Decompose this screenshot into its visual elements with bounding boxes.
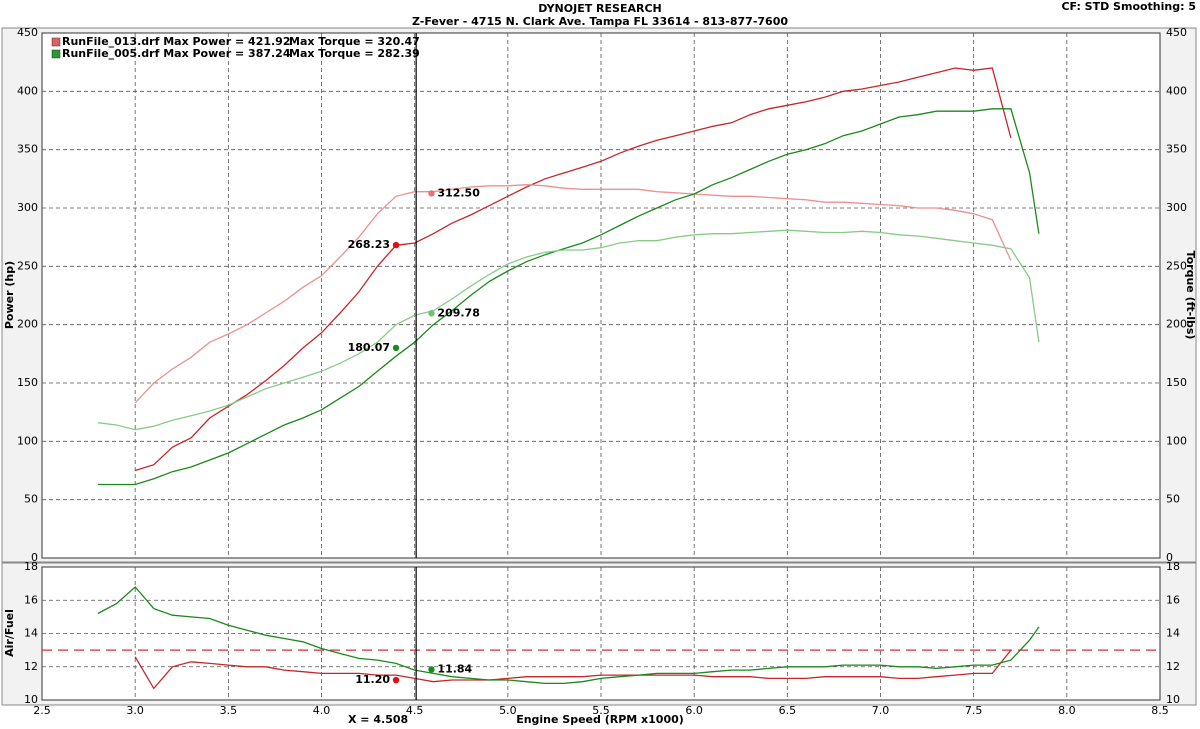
annotation-label: 180.07 <box>348 341 390 354</box>
y2-tick-label: 50 <box>1166 493 1180 506</box>
y2-tick-label: 250 <box>1166 259 1187 272</box>
annotation-dot <box>392 241 400 249</box>
title: DYNOJET RESEARCH <box>538 2 661 15</box>
y2-tick-label: 100 <box>1166 434 1187 447</box>
y-axis-label: Air/Fuel <box>3 609 16 657</box>
x-tick-label: 4.0 <box>313 704 331 717</box>
y-tick-label: 50 <box>24 493 38 506</box>
y-tick-label: 300 <box>17 201 38 214</box>
settings: CF: STD Smoothing: 5 <box>1061 0 1196 13</box>
data-line <box>97 229 1040 431</box>
y-tick-label: 10 <box>1166 693 1180 706</box>
y-tick-label: 150 <box>17 376 38 389</box>
legend-swatch <box>51 49 61 59</box>
legend-label: RunFile_005.drf Max Power = 387.24 <box>62 47 291 60</box>
data-line <box>97 108 1040 486</box>
x-tick-label: 7.0 <box>872 704 890 717</box>
y-tick-label: 100 <box>17 434 38 447</box>
y-tick-label: 400 <box>17 84 38 97</box>
x-axis-label: Engine Speed (RPM x1000) <box>516 713 684 726</box>
legend-torque: Max Torque = 282.39 <box>289 47 420 60</box>
x-tick-label: 6.5 <box>779 704 797 717</box>
y-tick-label: 16 <box>24 593 38 606</box>
annotation-label: 312.50 <box>437 186 480 199</box>
x-tick-label: 2.5 <box>33 704 51 717</box>
y-axis-label: Power (hp) <box>3 261 16 329</box>
annotation-dot <box>428 666 435 673</box>
x-tick-label: 5.0 <box>499 704 517 717</box>
legend-swatch <box>51 37 61 47</box>
y2-tick-label: 300 <box>1166 201 1187 214</box>
x-tick-label: 6.0 <box>685 704 703 717</box>
x-tick-label: 4.5 <box>406 704 424 717</box>
y-tick-label: 350 <box>17 143 38 156</box>
data-line <box>97 586 1040 685</box>
annotation-label: 11.20 <box>355 673 390 686</box>
y-tick-label: 12 <box>24 660 38 673</box>
data-line <box>134 184 1012 404</box>
y2-tick-label: 0 <box>1166 551 1173 564</box>
y-tick-label: 18 <box>1166 560 1180 573</box>
y2-tick-label: 150 <box>1166 376 1187 389</box>
y2-tick-label: 200 <box>1166 318 1187 331</box>
x-tick-label: 7.5 <box>965 704 983 717</box>
y2-tick-label: 450 <box>1166 26 1187 39</box>
legend-label: RunFile_013.drf Max Power = 421.92 <box>62 35 291 48</box>
annotation-label: 11.84 <box>437 662 472 675</box>
annotation-dot <box>428 190 435 197</box>
annotation-dot <box>392 344 400 352</box>
data-line <box>135 67 1012 472</box>
x-tick-label: 8.0 <box>1058 704 1076 717</box>
annotation-label: 268.23 <box>348 238 390 251</box>
y-tick-label: 200 <box>17 318 38 331</box>
legend-torque: Max Torque = 320.47 <box>289 35 420 48</box>
data-line <box>134 649 1012 690</box>
y-tick-label: 12 <box>1166 660 1180 673</box>
annotation-label: 209.78 <box>437 306 479 319</box>
annotation-dot <box>392 676 400 684</box>
annotation-dot <box>428 310 435 317</box>
y2-axis-label: Torque (ft-lbs) <box>1184 251 1197 340</box>
y-tick-label: 10 <box>24 693 38 706</box>
y2-tick-label: 350 <box>1166 143 1187 156</box>
y-tick-label: 0 <box>31 551 38 564</box>
y-tick-label: 14 <box>24 627 38 640</box>
y2-tick-label: 400 <box>1166 84 1187 97</box>
y-tick-label: 450 <box>17 26 38 39</box>
y-tick-label: 16 <box>1166 593 1180 606</box>
subtitle: Z-Fever - 4715 N. Clark Ave. Tampa FL 33… <box>412 15 788 28</box>
y-tick-label: 250 <box>17 259 38 272</box>
cursor-label: X = 4.508 <box>348 713 408 726</box>
y-tick-label: 14 <box>1166 627 1180 640</box>
x-tick-label: 3.0 <box>126 704 144 717</box>
x-tick-label: 3.5 <box>220 704 238 717</box>
y-tick-label: 18 <box>24 560 38 573</box>
x-tick-label: 8.5 <box>1151 704 1169 717</box>
x-tick-label: 5.5 <box>592 704 610 717</box>
